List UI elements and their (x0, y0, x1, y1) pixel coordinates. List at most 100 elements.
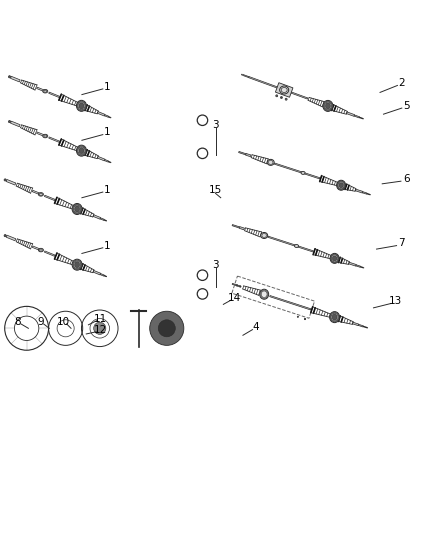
Polygon shape (104, 275, 106, 277)
Circle shape (94, 322, 106, 334)
Polygon shape (268, 236, 313, 252)
Polygon shape (108, 116, 110, 118)
Polygon shape (100, 218, 104, 221)
Circle shape (158, 320, 175, 337)
Text: 1: 1 (103, 82, 110, 92)
Polygon shape (359, 117, 363, 119)
Circle shape (363, 118, 364, 119)
Polygon shape (239, 151, 246, 155)
Ellipse shape (330, 253, 339, 263)
Polygon shape (104, 220, 106, 221)
Polygon shape (37, 132, 44, 136)
Ellipse shape (79, 148, 84, 154)
Ellipse shape (332, 256, 337, 261)
Polygon shape (104, 115, 109, 117)
Polygon shape (49, 137, 60, 142)
Polygon shape (360, 266, 363, 268)
Polygon shape (246, 154, 251, 157)
Ellipse shape (43, 134, 48, 138)
Circle shape (4, 235, 6, 237)
Circle shape (241, 74, 242, 75)
Ellipse shape (261, 232, 268, 238)
Circle shape (240, 286, 241, 287)
Polygon shape (6, 235, 16, 241)
Ellipse shape (260, 289, 268, 299)
Ellipse shape (294, 245, 299, 247)
Ellipse shape (330, 312, 339, 322)
Circle shape (285, 98, 287, 100)
Ellipse shape (74, 262, 80, 268)
Circle shape (304, 319, 306, 320)
Polygon shape (11, 121, 20, 127)
Polygon shape (249, 77, 281, 90)
Circle shape (281, 97, 282, 98)
Polygon shape (104, 159, 109, 162)
Text: 1: 1 (103, 240, 110, 251)
Ellipse shape (77, 100, 86, 111)
Polygon shape (346, 112, 355, 116)
Polygon shape (93, 270, 101, 275)
Text: 3: 3 (212, 260, 219, 270)
Text: 6: 6 (403, 174, 410, 184)
Ellipse shape (325, 103, 330, 109)
Text: 2: 2 (399, 78, 405, 88)
Text: 1: 1 (103, 185, 110, 195)
Text: 7: 7 (398, 238, 404, 248)
Ellipse shape (301, 172, 305, 174)
Ellipse shape (79, 103, 84, 109)
Circle shape (304, 319, 306, 320)
Circle shape (106, 276, 107, 277)
Polygon shape (354, 115, 360, 118)
Circle shape (150, 311, 184, 345)
Circle shape (240, 286, 241, 287)
Polygon shape (358, 324, 364, 327)
Polygon shape (243, 75, 249, 78)
Polygon shape (93, 215, 101, 219)
Polygon shape (363, 326, 367, 328)
Circle shape (8, 76, 11, 78)
Text: 1: 1 (103, 127, 110, 138)
Polygon shape (355, 189, 363, 193)
Polygon shape (108, 161, 110, 163)
Polygon shape (49, 92, 60, 98)
Text: 5: 5 (403, 101, 410, 111)
Ellipse shape (72, 259, 82, 270)
Circle shape (276, 95, 277, 96)
Circle shape (9, 121, 10, 122)
Polygon shape (32, 190, 39, 195)
Polygon shape (11, 76, 20, 82)
Circle shape (8, 120, 11, 123)
Polygon shape (32, 246, 39, 250)
Polygon shape (274, 163, 320, 179)
Text: 15: 15 (209, 185, 222, 195)
Polygon shape (362, 192, 367, 194)
Text: 14: 14 (228, 293, 241, 303)
Text: 12: 12 (94, 325, 107, 335)
Text: 10: 10 (57, 317, 70, 327)
Ellipse shape (339, 183, 343, 188)
Text: 13: 13 (389, 296, 402, 306)
Polygon shape (367, 193, 370, 195)
Polygon shape (349, 262, 356, 266)
Circle shape (280, 96, 283, 99)
Text: 4: 4 (252, 322, 259, 333)
Circle shape (4, 179, 6, 181)
Polygon shape (6, 180, 16, 185)
Circle shape (297, 316, 298, 317)
Text: 8: 8 (14, 317, 21, 327)
Polygon shape (100, 273, 104, 276)
Circle shape (276, 95, 278, 97)
Polygon shape (270, 295, 311, 310)
Polygon shape (353, 322, 359, 326)
Ellipse shape (39, 248, 43, 252)
Polygon shape (37, 87, 44, 91)
Circle shape (4, 235, 6, 236)
Ellipse shape (323, 100, 333, 111)
Ellipse shape (332, 314, 337, 320)
Polygon shape (356, 265, 360, 267)
Polygon shape (44, 195, 55, 200)
Ellipse shape (72, 204, 82, 214)
Ellipse shape (267, 159, 274, 165)
Polygon shape (232, 284, 240, 287)
Ellipse shape (74, 206, 80, 212)
